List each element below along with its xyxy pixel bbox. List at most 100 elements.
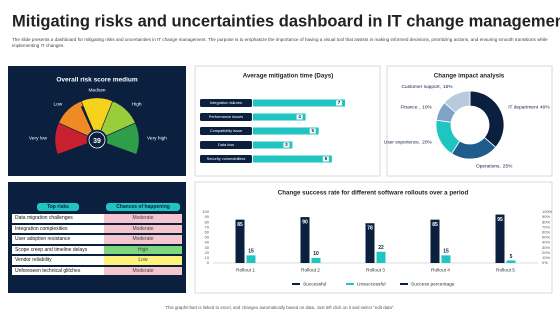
bar	[246, 255, 256, 263]
bar	[430, 219, 440, 263]
value-box	[336, 100, 342, 106]
bar	[253, 155, 332, 163]
x-tick-label: Rollout 2	[301, 267, 320, 273]
table-cell: Unforeseen technical glitches	[12, 266, 104, 275]
category-label: Data loss	[218, 142, 234, 147]
page-title: Mitigating risks and uncertainties dashb…	[12, 12, 560, 30]
table-cell: Scope creep and timeline delays	[12, 245, 104, 254]
x-tick-label: Rollout 1	[236, 267, 255, 273]
category-label: Integration failures	[210, 100, 242, 105]
donut-slice	[443, 90, 471, 114]
table-row: Data migration challenges Moderate	[12, 214, 182, 223]
value-label: 7	[338, 100, 341, 105]
bar	[235, 219, 245, 263]
gauge-label: Medium	[88, 87, 105, 93]
gauge-hub	[88, 131, 106, 149]
header-cell: Chances of happening	[106, 203, 180, 211]
slice-category: User experience,	[384, 140, 420, 146]
y2-tick-label: 60%	[542, 229, 550, 234]
value-label: 6	[325, 156, 328, 161]
y-tick-label: 0	[207, 260, 210, 265]
category-box	[200, 155, 252, 163]
value-box	[322, 156, 329, 162]
value-label: 3	[285, 142, 288, 147]
bar-value-label: 95	[497, 217, 503, 223]
gauge-label: Very low	[29, 136, 48, 142]
value-box	[283, 142, 290, 148]
table-cell: Data migration challenges	[12, 214, 104, 223]
y-tick-label: 40	[205, 240, 210, 245]
slice-value: 20%	[422, 140, 432, 146]
category-label: Performance issues	[209, 114, 243, 119]
category-box	[200, 99, 252, 107]
slice-label: User experience, 20%	[384, 140, 433, 146]
risk-table: Top risks Chances of happening Data migr…	[12, 200, 182, 277]
value-box	[309, 128, 316, 134]
bar	[365, 223, 375, 263]
bar-value-label: 10	[313, 251, 319, 257]
table-cell: Moderate	[104, 266, 182, 275]
chart-title: Change success rate for different softwa…	[278, 190, 469, 197]
bar	[300, 217, 310, 263]
y-tick-label: 90	[205, 214, 210, 219]
table-header: Chances of happening	[104, 202, 182, 212]
footer-note: This graph/chart is linked to excel, and…	[165, 305, 395, 310]
bar-value-label: 78	[367, 226, 373, 232]
slice-label: Operations, 25%	[476, 164, 513, 170]
category-label: Security vulnerabilities	[207, 156, 246, 161]
slice-category: IT department	[508, 105, 538, 111]
gauge-label: Very high	[147, 136, 167, 142]
category-box	[200, 127, 252, 135]
value-label: 5	[311, 128, 314, 133]
gauge-segment	[105, 122, 140, 155]
gauge-value: 39	[93, 138, 101, 145]
bar	[311, 257, 321, 263]
y-tick-label: 10	[205, 255, 210, 260]
table-row: Vendor reliability Low	[12, 256, 182, 265]
slice-label: Finance , 10%	[400, 105, 432, 111]
bar-value-label: 85	[237, 222, 243, 228]
category-box	[200, 141, 252, 149]
table-header: Top risks	[12, 202, 104, 212]
table-cell: Moderate	[104, 214, 182, 223]
y2-tick-label: 40%	[542, 240, 550, 245]
table-cell: Moderate	[104, 224, 182, 233]
y2-tick-label: 100%	[542, 209, 553, 214]
y-tick-label: 60	[205, 229, 210, 234]
slice-value: 15%	[443, 84, 453, 90]
bar-value-label: 90	[302, 219, 308, 225]
legend-label: Success percentage	[411, 281, 455, 287]
bar	[253, 141, 293, 149]
chart-title: Average mitigation time (Days)	[243, 73, 334, 80]
category-box	[200, 113, 252, 121]
y2-tick-label: 10%	[542, 255, 550, 260]
chart-title: Change impact analysis	[434, 73, 505, 80]
category-label: Compatibility issue	[210, 128, 242, 133]
description: The slide presents a dashboard for mitig…	[12, 37, 548, 48]
header-cell: Top risks	[37, 203, 79, 211]
table-row: Scope creep and timeline delays High	[12, 245, 182, 254]
slice-label: IT department 40%	[508, 105, 550, 111]
x-tick-label: Rollout 3	[366, 267, 385, 273]
table-row: Unforeseen technical glitches Moderate	[12, 266, 182, 275]
value-box	[296, 114, 303, 120]
table-cell: User adoption resistance	[12, 235, 104, 244]
bar	[253, 99, 345, 107]
bar-value-label: 5	[510, 254, 513, 260]
y2-tick-label: 0%	[542, 260, 548, 265]
table-cell: Vendor reliability	[12, 256, 104, 265]
y-tick-label: 70	[205, 224, 210, 229]
x-tick-label: Rollout 4	[431, 267, 450, 273]
y-tick-label: 50	[205, 235, 210, 240]
slice-value: 25%	[503, 164, 513, 170]
bar	[441, 255, 451, 263]
slice-category: Operations,	[476, 164, 501, 170]
x-tick-label: Rollout 5	[496, 267, 515, 273]
bar	[253, 113, 306, 121]
table-row: User adoption resistance Moderate	[12, 235, 182, 244]
bar-value-label: 15	[248, 249, 254, 255]
y2-tick-label: 90%	[542, 214, 550, 219]
bar	[495, 214, 505, 263]
legend-label: Successful	[303, 281, 326, 287]
